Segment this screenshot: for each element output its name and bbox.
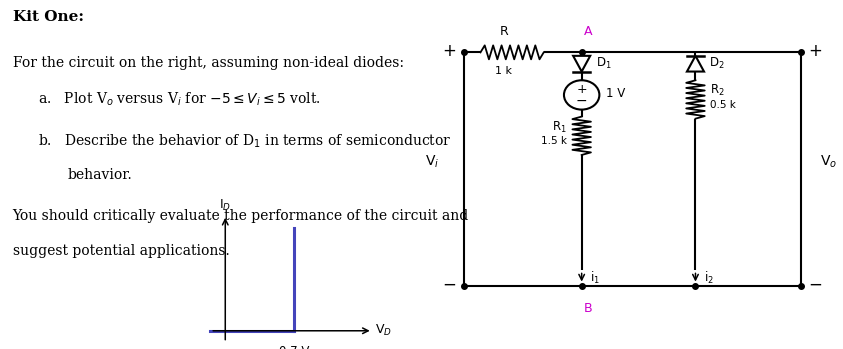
Text: suggest potential applications.: suggest potential applications. (13, 244, 229, 258)
Text: A: A (583, 25, 593, 38)
Text: 0.7 V: 0.7 V (279, 344, 309, 349)
Text: i$_1$: i$_1$ (590, 269, 600, 285)
Text: Kit One:: Kit One: (13, 10, 83, 24)
Text: R: R (499, 25, 508, 38)
Text: 0.5 k: 0.5 k (710, 100, 736, 110)
Text: D$_2$: D$_2$ (709, 56, 725, 71)
Text: behavior.: behavior. (67, 168, 132, 181)
Text: i$_2$: i$_2$ (704, 269, 714, 285)
Text: 1 V: 1 V (606, 87, 626, 100)
Text: You should critically evaluate the performance of the circuit and: You should critically evaluate the perfo… (13, 209, 469, 223)
Text: +: + (442, 42, 456, 60)
Text: For the circuit on the right, assuming non-ideal diodes:: For the circuit on the right, assuming n… (13, 56, 404, 70)
Text: B: B (583, 302, 593, 315)
Text: D$_1$: D$_1$ (597, 56, 612, 71)
Text: V$_i$: V$_i$ (425, 154, 439, 170)
Text: 1 k: 1 k (495, 66, 513, 76)
Text: a.   Plot V$_o$ versus V$_i$ for $-5 \leq V_i \leq 5$ volt.: a. Plot V$_o$ versus V$_i$ for $-5 \leq … (38, 91, 321, 108)
Text: −: − (808, 275, 823, 294)
Text: V$_D$: V$_D$ (375, 323, 392, 338)
Text: R$_1$: R$_1$ (552, 119, 567, 135)
Text: −: − (442, 275, 456, 294)
Text: V$_o$: V$_o$ (819, 154, 837, 170)
Text: b.   Describe the behavior of D$_1$ in terms of semiconductor: b. Describe the behavior of D$_1$ in ter… (38, 133, 452, 150)
Text: +: + (808, 42, 823, 60)
Text: +: + (577, 83, 587, 96)
Text: R$_2$: R$_2$ (710, 83, 725, 98)
Text: 1.5 k: 1.5 k (541, 136, 567, 146)
Text: −: − (576, 94, 588, 107)
Text: I$_D$: I$_D$ (219, 198, 231, 213)
